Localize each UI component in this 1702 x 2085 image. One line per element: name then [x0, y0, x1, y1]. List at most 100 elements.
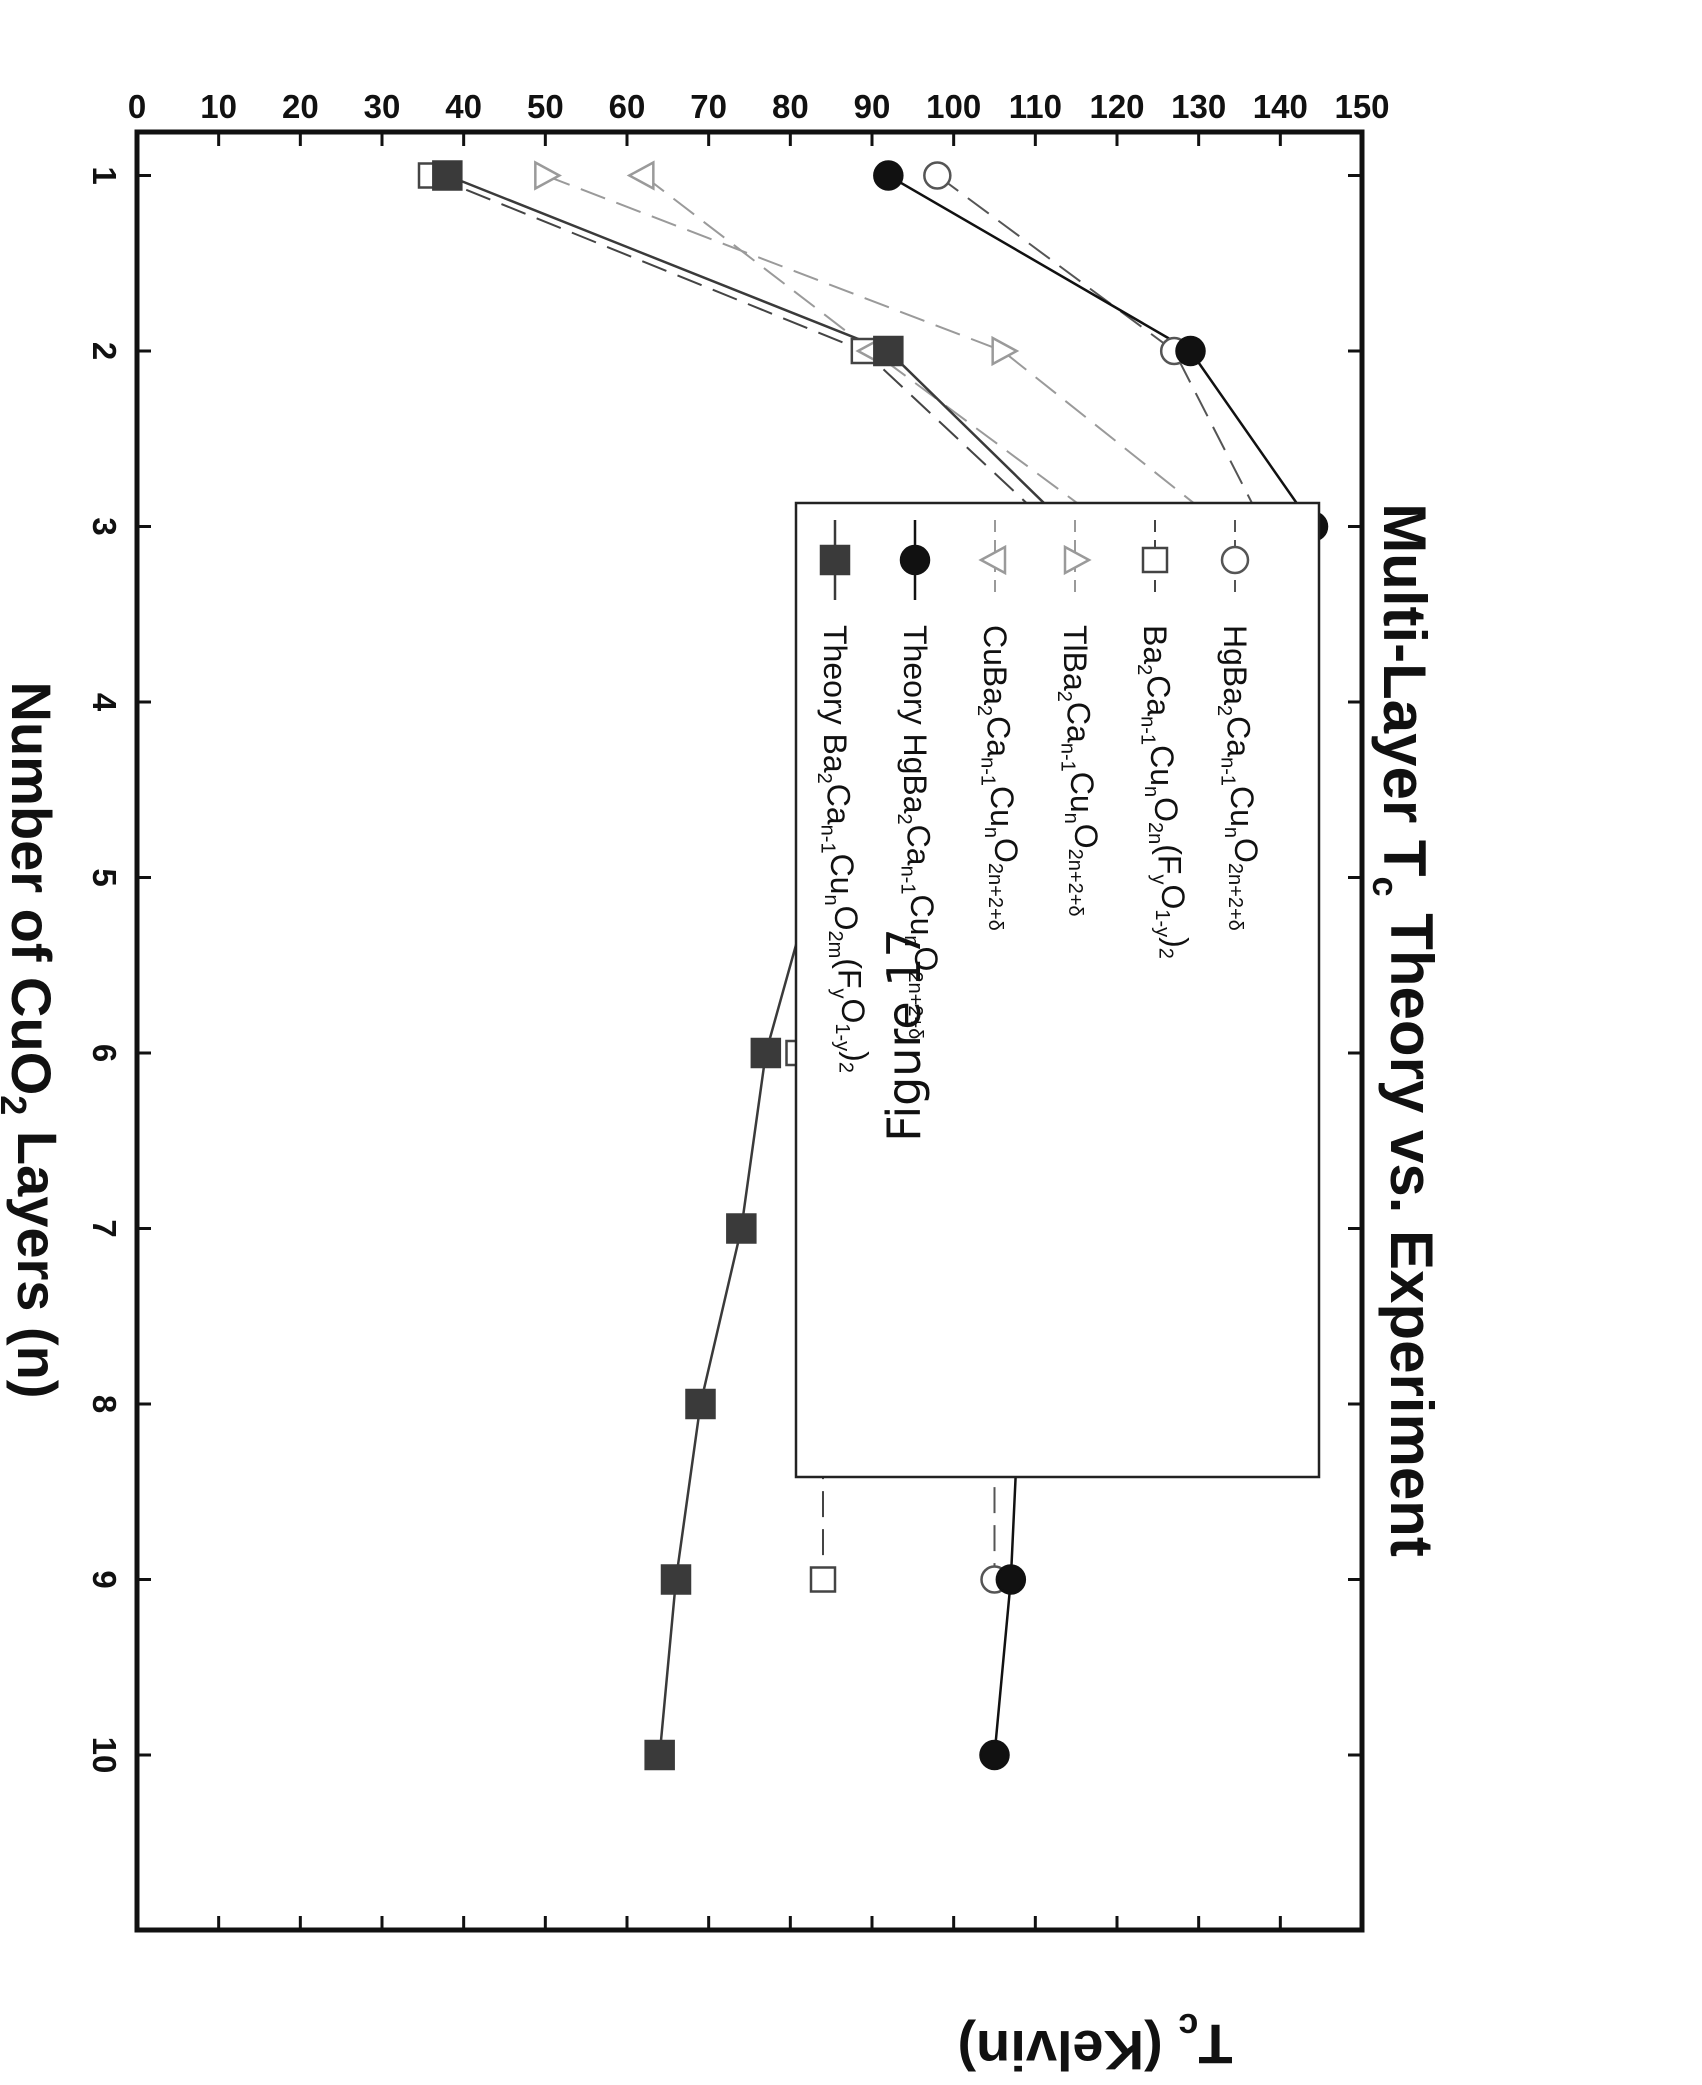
x-tick-label: 5	[86, 868, 123, 886]
label-text: Ca	[1221, 716, 1257, 757]
legend-marker-6	[819, 544, 851, 576]
subscript-text: 2n	[1144, 822, 1166, 844]
label-text: O	[1068, 824, 1104, 849]
y-tick-label: 70	[690, 88, 727, 125]
x-tick-label: 10	[86, 1737, 123, 1774]
legend: HgBa2​Can-1​Cun​O2n+2+δ​Ba2​Can-1​Cun​O2…	[794, 501, 1321, 1479]
label-text: Ca	[821, 784, 857, 825]
subscript-text: n-1	[897, 866, 919, 895]
label-text: O	[1148, 797, 1184, 822]
subscript-text: 2	[1053, 691, 1075, 702]
subscript-text: 2	[1213, 705, 1235, 716]
label-text: O	[1155, 884, 1191, 909]
data-point-series-6	[660, 1564, 692, 1595]
legend-marker-4	[978, 544, 1007, 576]
label-text: Theory vs. Experiment	[1378, 897, 1445, 1557]
label-text: O	[908, 947, 944, 972]
data-point-series-3	[991, 335, 1020, 367]
subscript-text: n	[1220, 827, 1242, 838]
data-point-series-2	[809, 1566, 837, 1593]
subscript-text: 2n+2+δ	[1064, 849, 1086, 917]
subscript-text: y	[1147, 874, 1169, 884]
legend-label-6: Theory Ba2​Can-1​Cun​O2m​(Fy​O1-y​)2​	[813, 625, 875, 1073]
chart-title: Multi-Layer Tc​ Theory vs. Experiment	[1365, 503, 1445, 1557]
data-point-series-1	[923, 161, 952, 190]
label-text: Cu	[984, 786, 1020, 827]
figure-caption: Figure 17	[877, 928, 931, 1142]
data-point-series-4	[626, 160, 655, 191]
label-text: Cu	[904, 894, 940, 935]
label-text: Number of CuO	[0, 682, 63, 1096]
x-tick-label: 2	[86, 342, 123, 360]
legend-marker-1	[1220, 545, 1250, 575]
legend-label-3: TlBa2​Can-1​Cun​O2n+2+δ​	[1053, 625, 1104, 917]
x-tick-label: 4	[86, 693, 123, 712]
label-text: Cu	[1224, 786, 1260, 827]
y-tick-label: 40	[445, 88, 482, 125]
subscript-text: 2	[0, 1095, 34, 1115]
legend-label-5: Theory HgBa2​Can-1​Cun​O2n+2+δ​	[893, 625, 944, 1039]
data-point-series-5	[995, 1564, 1027, 1595]
subscript-text: n-1	[1057, 743, 1079, 772]
subscript-text: 2m	[824, 930, 846, 958]
y-tick-label: 0	[128, 88, 146, 125]
data-point-series-6	[873, 335, 904, 367]
data-point-series-6	[726, 1213, 757, 1244]
subscript-text: c	[1178, 2006, 1198, 2047]
subscript-text: 2	[893, 814, 915, 825]
label-text: O	[828, 906, 864, 931]
y-tick-label: 110	[1009, 88, 1062, 125]
subscript-text: 1-y	[1151, 909, 1173, 937]
y-tick-label: 10	[200, 88, 237, 125]
subscript-text: 2n+2+δ	[984, 863, 1006, 931]
data-point-series-3	[534, 160, 562, 191]
y-tick-label: 90	[854, 88, 891, 125]
subscript-text: 2	[835, 1062, 857, 1073]
y-axis-title: Tc​ (Kelvin)	[957, 2006, 1232, 2082]
label-text: Ba	[1137, 625, 1173, 664]
legend-label-1: HgBa2​Can-1​Cun​O2n+2+δ​	[1213, 625, 1264, 931]
subscript-text: 2	[973, 705, 995, 716]
plot-frame	[134, 129, 1365, 1933]
y-tick-label: 140	[1253, 88, 1308, 125]
label-text: O	[988, 838, 1024, 863]
legend-label-2: Ba2​Can-1​Cun​O2n​(Fy​O1-y​)2​	[1133, 625, 1195, 959]
label-text: Ca	[981, 716, 1017, 757]
y-tick-label: 150	[1334, 88, 1389, 125]
label-text: (F	[1151, 844, 1187, 874]
subscript-text: 2	[1155, 948, 1177, 959]
series-line-6	[446, 174, 1070, 1756]
y-tick-label: 20	[282, 88, 319, 125]
label-text: Cu	[1064, 772, 1100, 813]
x-tick-label: 3	[86, 517, 123, 535]
label-text: Theory HgBa	[897, 625, 933, 814]
label-text: (F	[831, 958, 867, 988]
label-text: CuBa	[977, 625, 1013, 705]
legend-label-4: CuBa2​Can-1​Cun​O2n+2+δ​	[973, 625, 1024, 931]
data-point-series-6	[644, 1739, 675, 1771]
label-text: Ca	[901, 825, 937, 866]
subscript-text: n	[980, 827, 1002, 838]
subscript-text: 2	[813, 773, 835, 784]
y-tick-label: 50	[527, 88, 564, 125]
data-point-series-6	[685, 1388, 716, 1420]
x-tick-label: 6	[86, 1044, 123, 1062]
label-text: Theory Ba	[817, 625, 853, 773]
y-tick-label: 60	[609, 88, 646, 125]
y-tick-label: 120	[1089, 88, 1144, 125]
legend-box	[794, 501, 1321, 1479]
data-point-series-6	[750, 1037, 782, 1069]
subscript-text: n	[900, 935, 922, 946]
data-point-series-5	[1175, 335, 1206, 367]
y-tick-label: 30	[364, 88, 401, 125]
label-text: O	[835, 998, 871, 1023]
legend-marker-5	[899, 544, 931, 576]
data-point-series-5	[873, 160, 904, 191]
legend-marker-3	[1063, 544, 1092, 576]
subscript-text: c	[1365, 877, 1406, 897]
subscript-text: 2n+2+δ	[1224, 863, 1246, 931]
x-tick-label: 7	[86, 1219, 123, 1237]
label-text: HgBa	[1217, 625, 1253, 705]
